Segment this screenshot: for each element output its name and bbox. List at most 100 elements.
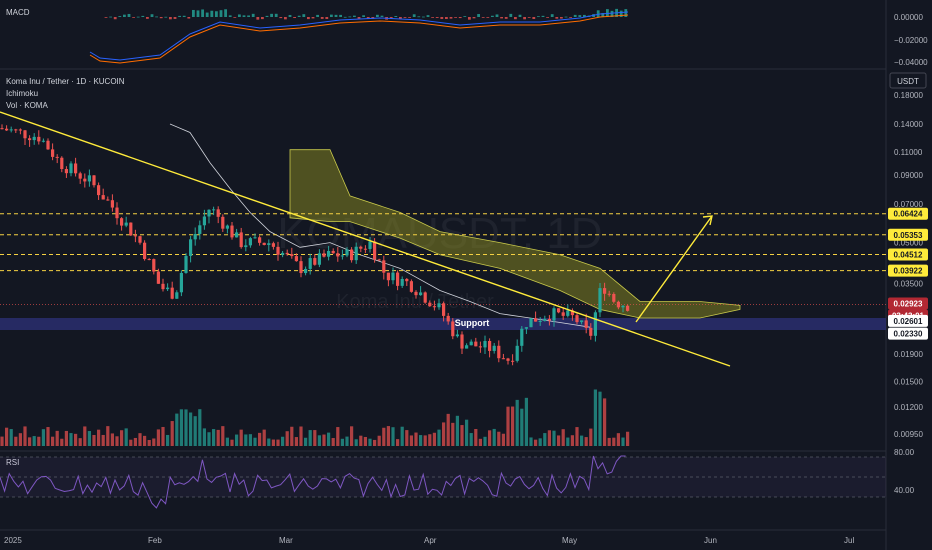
- time-tick-feb: Feb: [148, 536, 162, 545]
- macd-histogram-bar: [560, 17, 563, 19]
- volume-bar: [442, 422, 446, 446]
- volume-bar: [92, 434, 96, 446]
- macd-histogram-bar: [619, 10, 623, 17]
- time-tick-apr: Apr: [424, 536, 437, 545]
- macd-histogram-bar: [426, 15, 430, 17]
- volume-bar: [580, 435, 584, 446]
- macd-histogram-bar: [118, 16, 122, 17]
- candle-body: [120, 218, 124, 226]
- volume-bar: [437, 429, 441, 446]
- candle-body: [598, 288, 602, 313]
- candle-body: [189, 239, 193, 256]
- volume-bar: [575, 427, 579, 446]
- volume-bar: [534, 439, 538, 446]
- candle-body: [69, 163, 73, 174]
- projection-arrow-line[interactable]: [635, 215, 713, 323]
- macd-histogram-bar: [362, 15, 365, 17]
- currency-button[interactable]: USDT: [889, 72, 927, 89]
- volume-bar: [51, 436, 55, 446]
- candle-body: [60, 157, 64, 170]
- volume-bar: [465, 419, 469, 446]
- candle-body: [83, 178, 87, 182]
- candle-body: [147, 259, 151, 261]
- volume-bar: [308, 430, 312, 446]
- symbol-title[interactable]: Koma Inu / Tether · 1D · KUCOIN: [6, 77, 125, 86]
- candle-body: [106, 199, 110, 201]
- candle-body: [515, 345, 519, 361]
- volume-bar: [74, 433, 78, 446]
- candle-body: [391, 272, 395, 281]
- macd-histogram-bar: [288, 14, 292, 17]
- macd-histogram-bar: [270, 13, 273, 17]
- candle-body: [455, 334, 459, 337]
- volume-bar: [281, 436, 285, 446]
- volume-bar: [570, 435, 574, 446]
- volume-bar: [561, 429, 565, 446]
- volume-bar: [129, 439, 133, 446]
- ichimoku-label[interactable]: Ichimoku: [6, 89, 38, 98]
- macd-histogram-bar: [261, 17, 264, 20]
- volume-label[interactable]: Vol · KOMA: [6, 101, 48, 110]
- volume-bar: [138, 433, 142, 446]
- candle-body: [432, 306, 436, 308]
- volume-bar: [552, 430, 556, 446]
- candle-body: [248, 238, 252, 246]
- volume-bar: [235, 434, 239, 446]
- candle-body: [23, 130, 27, 139]
- candle-body: [386, 272, 390, 281]
- volume-bar: [483, 436, 487, 446]
- volume-bar: [363, 436, 367, 446]
- price-tick: 0.00950: [894, 430, 923, 439]
- candle-body: [506, 358, 510, 361]
- volume-bar: [184, 409, 188, 446]
- volume-bar: [290, 426, 294, 446]
- price-tags: 0.064240.053530.045120.039220.0292303:43…: [888, 207, 928, 340]
- macd-histogram-bar: [159, 17, 163, 19]
- volume-bar: [253, 437, 257, 446]
- volume-bar: [9, 429, 13, 446]
- volume-bar: [506, 406, 510, 446]
- candle-body: [336, 253, 340, 257]
- macd-histogram-bar: [169, 17, 172, 20]
- candle-body: [400, 278, 404, 286]
- candle-body: [534, 318, 538, 322]
- volume-bar: [207, 432, 211, 446]
- candle-body: [51, 149, 55, 157]
- price-tick: 0.11000: [894, 148, 923, 157]
- candle-body: [184, 255, 188, 273]
- macd-histogram-bar: [146, 17, 149, 19]
- volume-bar: [511, 406, 515, 446]
- candle-body: [281, 252, 285, 255]
- rsi-tick: 40.00: [894, 486, 915, 495]
- macd-histogram-bar: [210, 10, 214, 17]
- descending-trendline[interactable]: [0, 111, 731, 367]
- macd-histogram-bar: [435, 17, 439, 18]
- volume-bar: [299, 426, 303, 446]
- volume-bar: [179, 409, 183, 446]
- candle-body: [552, 308, 556, 321]
- macd-label: MACD: [6, 8, 30, 17]
- candle-body: [156, 271, 160, 284]
- macd-histogram-bar: [491, 15, 494, 17]
- volume-bar: [230, 439, 234, 446]
- macd-histogram-bar: [136, 16, 140, 18]
- candle-body: [133, 235, 137, 237]
- macd-tick: −0.02000: [894, 36, 928, 45]
- volume-bar: [524, 397, 528, 446]
- macd-histogram-bar: [104, 17, 108, 18]
- candle-body: [294, 256, 298, 262]
- volume-bar: [616, 433, 620, 446]
- price-axis[interactable]: 0.18000 0.14000 0.11000 0.09000 0.07000 0.050…: [894, 13, 928, 495]
- macd-histogram-bar: [274, 13, 278, 17]
- macd-histogram-bar: [330, 14, 333, 17]
- candle-body: [267, 243, 271, 245]
- volume-bar: [603, 398, 607, 446]
- macd-histogram-bar: [141, 15, 145, 17]
- volume-bar: [193, 416, 197, 446]
- time-axis[interactable]: 2025 Feb Mar Apr May Jun Jul: [4, 536, 854, 545]
- candle-body: [359, 246, 363, 249]
- candle-body: [239, 232, 243, 248]
- candle-body: [322, 253, 326, 257]
- macd-histogram-bar: [509, 13, 513, 17]
